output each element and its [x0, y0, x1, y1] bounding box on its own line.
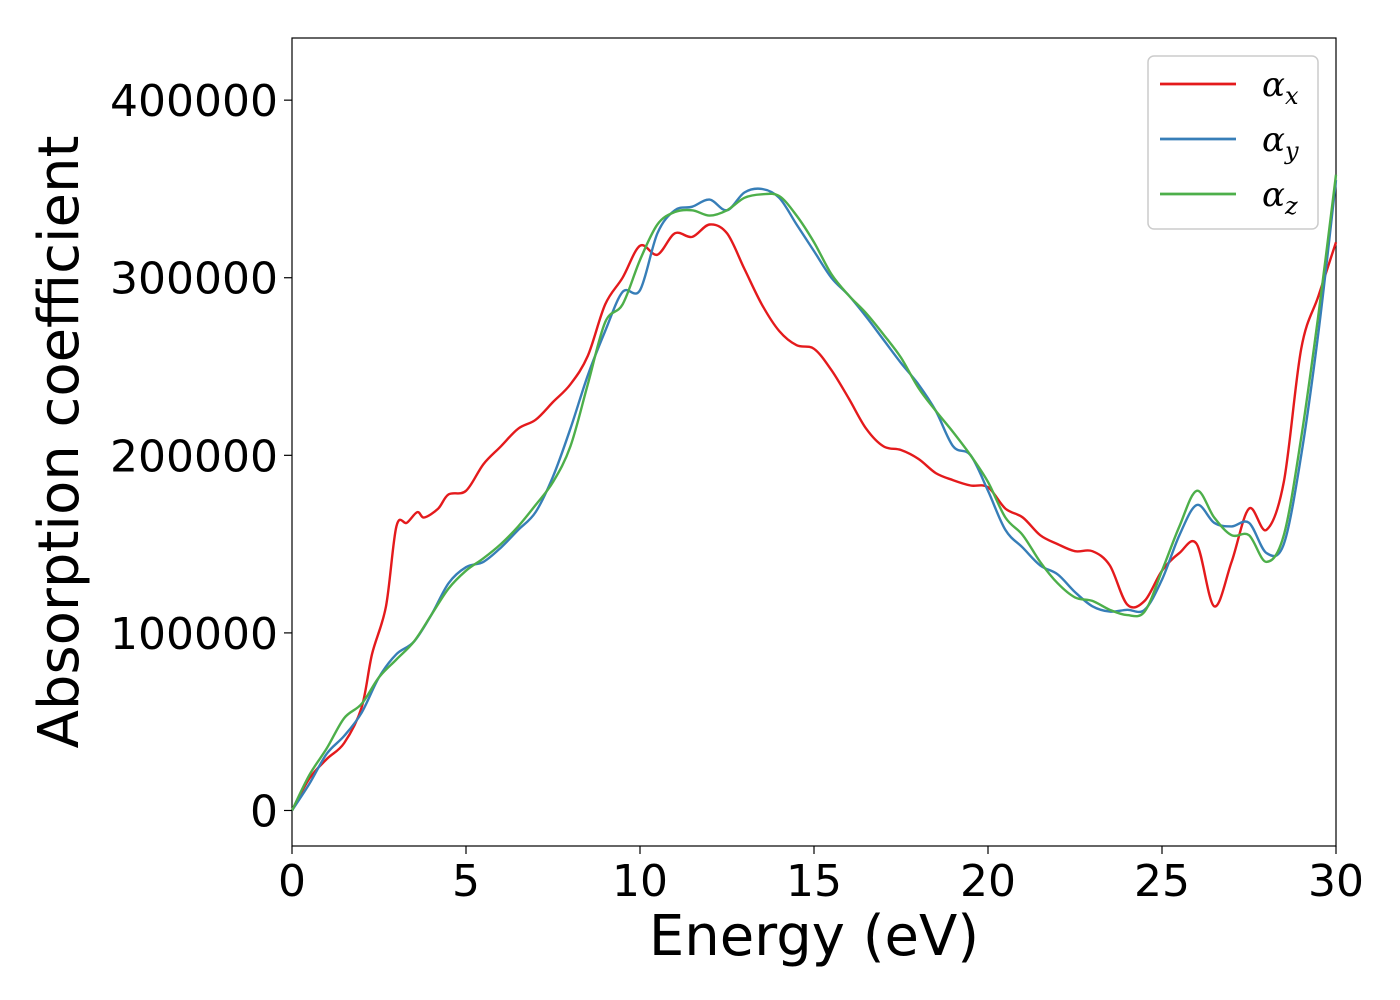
x-axis-ticks: 0 5 10 15 20 25 30	[278, 846, 1364, 907]
series-line-z	[290, 174, 1338, 812]
y-tick-label: 0	[250, 786, 278, 837]
legend-subscript: z	[1284, 192, 1298, 220]
x-tick-label: 10	[612, 856, 668, 907]
legend-box	[1147, 55, 1319, 230]
x-axis-label: Energy (eV)	[649, 904, 979, 969]
x-tick-label: 5	[452, 856, 480, 907]
x-tick-label: 25	[1134, 856, 1190, 907]
legend-subscript: x	[1285, 82, 1299, 110]
y-tick-label: 300000	[110, 254, 278, 305]
y-axis-ticks: 0 100000 200000 300000 400000	[110, 76, 292, 837]
y-tick-label: 200000	[110, 431, 278, 482]
x-tick-label: 15	[786, 856, 842, 907]
y-tick-label: 100000	[110, 609, 278, 660]
series-layer	[290, 174, 1338, 812]
x-tick-label: 30	[1308, 856, 1364, 907]
x-tick-label: 20	[960, 856, 1016, 907]
y-axis-label: Absorption coefficient	[27, 136, 92, 749]
y-tick-label: 400000	[110, 76, 278, 127]
x-tick-label: 0	[278, 856, 306, 907]
legend-subscript: y	[1284, 137, 1299, 165]
series-line-y	[290, 179, 1338, 812]
